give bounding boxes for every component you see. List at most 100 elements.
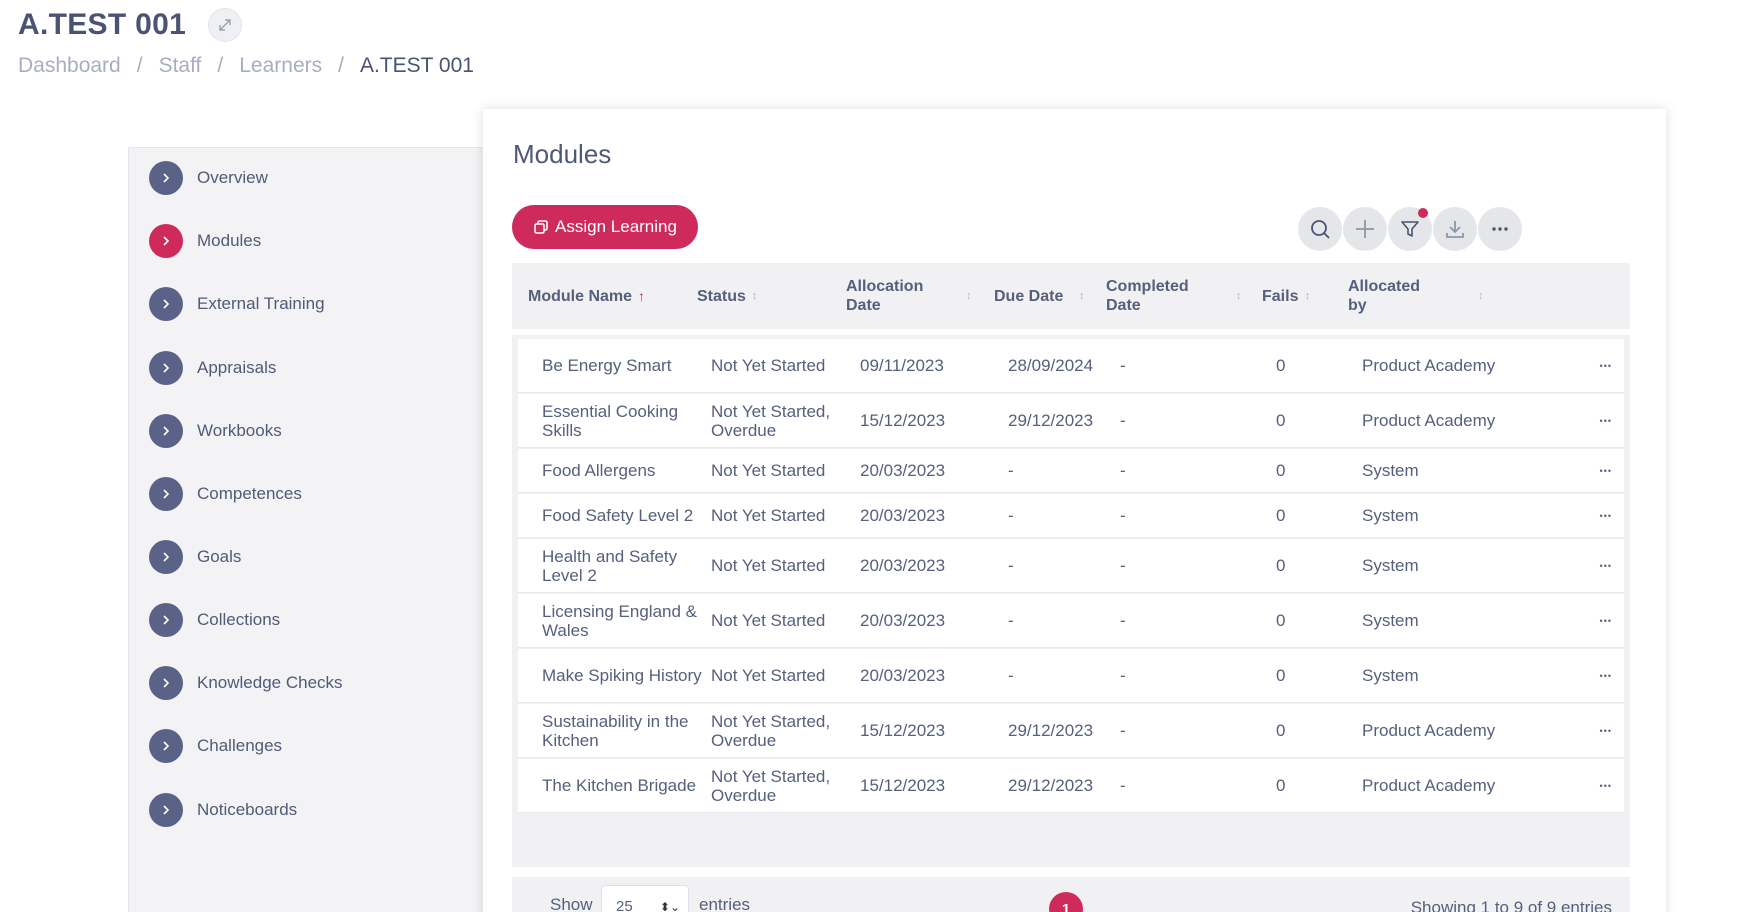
sidebar-item-label: External Training	[197, 294, 325, 313]
sidebar-item-competences[interactable]: Competences	[149, 476, 302, 512]
assign-learning-button[interactable]: Assign Learning	[512, 205, 698, 249]
table-row[interactable]: Be Energy Smart Not Yet Started 09/11/2023…	[518, 339, 1624, 393]
column-header-status[interactable]: Status ↕	[697, 263, 842, 329]
download-button[interactable]	[1433, 207, 1477, 251]
pagination-page-1[interactable]: 1	[1049, 892, 1083, 912]
table-row[interactable]: Food Safety Level 2 Not Yet Started 20/03/…	[518, 494, 1624, 538]
column-header-allocation-date[interactable]: Allocation Date ↕	[846, 263, 986, 329]
filter-active-dot	[1418, 208, 1428, 218]
sidebar-item-label: Knowledge Checks	[197, 673, 343, 692]
column-header-completed-date[interactable]: Completed Date ↕	[1106, 263, 1256, 329]
sidebar-item-noticeboards[interactable]: Noticeboards	[149, 792, 297, 828]
table-row[interactable]: The Kitchen Brigade Not Yet Started, Over…	[518, 759, 1624, 813]
row-menu-icon[interactable]: •••	[1599, 415, 1612, 426]
chevron-right-icon	[149, 161, 183, 195]
page-size-select[interactable]: 25 ⬍⌄	[601, 885, 689, 912]
sort-icon: ↕	[1079, 289, 1085, 302]
cell-allocation: 20/03/2023	[860, 556, 946, 575]
table-row[interactable]: Sustainability in the Kitchen Not Yet Sta…	[518, 704, 1624, 758]
sidebar-item-challenges[interactable]: Challenges	[149, 728, 282, 764]
cell-fails: 0	[1276, 721, 1286, 740]
add-button[interactable]	[1343, 207, 1387, 251]
expand-button[interactable]	[208, 8, 243, 42]
chevron-right-icon	[149, 729, 183, 763]
row-menu-icon[interactable]: •••	[1599, 360, 1612, 371]
plus-icon	[1356, 220, 1374, 238]
table-row[interactable]: Make Spiking History Not Yet Started 20/03…	[518, 649, 1624, 703]
expand-arrows-icon	[219, 19, 231, 31]
cell-allocation: 15/12/2023	[860, 721, 946, 740]
cell-completed: -	[1120, 776, 1126, 795]
row-menu-icon[interactable]: •••	[1599, 465, 1612, 476]
cell-due: -	[1008, 556, 1014, 575]
cell-status: Not Yet Started	[711, 506, 826, 525]
cell-status: Not Yet Started	[711, 611, 826, 630]
chevron-right-icon	[149, 477, 183, 511]
column-header-label: Completed Date	[1106, 278, 1189, 314]
row-menu-icon[interactable]: •••	[1599, 670, 1612, 681]
chevron-right-icon	[149, 666, 183, 700]
cell-allocation: 15/12/2023	[860, 776, 946, 795]
breadcrumb-staff[interactable]: Staff	[158, 54, 202, 77]
breadcrumb-dashboard[interactable]: Dashboard	[18, 54, 121, 77]
column-header-due-date[interactable]: Due Date ↕	[994, 263, 1099, 329]
cell-status: Not Yet Started, Overdue	[711, 766, 831, 805]
cell-name: Essential Cooking Skills	[542, 401, 679, 440]
row-menu-icon[interactable]: •••	[1599, 615, 1612, 626]
column-header-fails[interactable]: Fails ↕	[1262, 263, 1342, 329]
select-arrows-icon: ⬍⌄	[659, 900, 680, 912]
sort-icon: ↕	[1478, 289, 1484, 302]
sidebar-item-collections[interactable]: Collections	[149, 602, 280, 638]
cell-fails: 0	[1276, 611, 1286, 630]
column-header-allocated-by[interactable]: Allocated by ↕	[1348, 263, 1498, 329]
page-size-value: 25	[616, 898, 633, 912]
row-menu-icon[interactable]: •••	[1599, 510, 1612, 521]
cell-by: Product Academy	[1362, 721, 1496, 740]
cell-due: -	[1008, 506, 1014, 525]
sidebar-item-label: Challenges	[197, 736, 283, 755]
cell-due: 29/12/2023	[1008, 411, 1094, 430]
cell-by: Product Academy	[1362, 411, 1496, 430]
table-row[interactable]: Essential Cooking Skills Not Yet Started,…	[518, 394, 1624, 448]
sidebar-item-appraisals[interactable]: Appraisals	[149, 350, 276, 386]
chevron-right-icon	[149, 287, 183, 321]
cell-completed: -	[1120, 556, 1126, 575]
sidebar-item-external-training[interactable]: External Training	[149, 286, 325, 322]
sidebar-item-label: Modules	[197, 231, 262, 250]
chevron-right-icon	[149, 224, 183, 258]
cell-by: System	[1362, 556, 1419, 575]
cell-completed: -	[1120, 356, 1126, 375]
cell-completed: -	[1120, 461, 1126, 480]
sidebar-item-goals[interactable]: Goals	[149, 539, 241, 575]
sidebar-item-workbooks[interactable]: Workbooks	[149, 413, 282, 449]
column-header-module-name[interactable]: Module Name ↑	[528, 263, 693, 329]
breadcrumb-separator: /	[217, 54, 224, 77]
sidebar-item-overview[interactable]: Overview	[149, 160, 268, 196]
more-options-button[interactable]	[1478, 207, 1522, 251]
cell-by: Product Academy	[1362, 776, 1496, 795]
assign-learning-label: Assign Learning	[555, 217, 677, 236]
cell-by: Product Academy	[1362, 356, 1496, 375]
sidebar-item-label: Appraisals	[197, 358, 277, 377]
table-row[interactable]: Health and Safety Level 2 Not Yet Started…	[518, 539, 1624, 593]
row-menu-icon[interactable]: •••	[1599, 780, 1612, 791]
cell-allocation: 20/03/2023	[860, 666, 946, 685]
sidebar-item-modules[interactable]: Modules	[149, 223, 261, 259]
search-icon	[1311, 220, 1330, 239]
cell-name: Sustainability in the Kitchen	[542, 711, 689, 750]
row-menu-icon[interactable]: •••	[1599, 725, 1612, 736]
filter-button[interactable]	[1388, 207, 1432, 251]
sort-icon: ↕	[1304, 289, 1310, 302]
chevron-right-icon	[149, 351, 183, 385]
sidebar-item-knowledge-checks[interactable]: Knowledge Checks	[149, 665, 343, 701]
cell-status: Not Yet Started, Overdue	[711, 401, 831, 440]
cell-name: Make Spiking History	[542, 666, 702, 685]
table-row[interactable]: Licensing England & Wales Not Yet Started…	[518, 594, 1624, 648]
sidebar: Overview Modules External Training Appraisa…	[128, 147, 484, 912]
search-button[interactable]	[1298, 207, 1342, 251]
breadcrumb-learners[interactable]: Learners	[239, 54, 323, 77]
row-menu-icon[interactable]: •••	[1599, 560, 1612, 571]
cell-allocation: 20/03/2023	[860, 506, 946, 525]
table-row[interactable]: Food Allergens Not Yet Started 20/03/2023 -…	[518, 449, 1624, 493]
cell-name: Be Energy Smart	[542, 356, 672, 375]
